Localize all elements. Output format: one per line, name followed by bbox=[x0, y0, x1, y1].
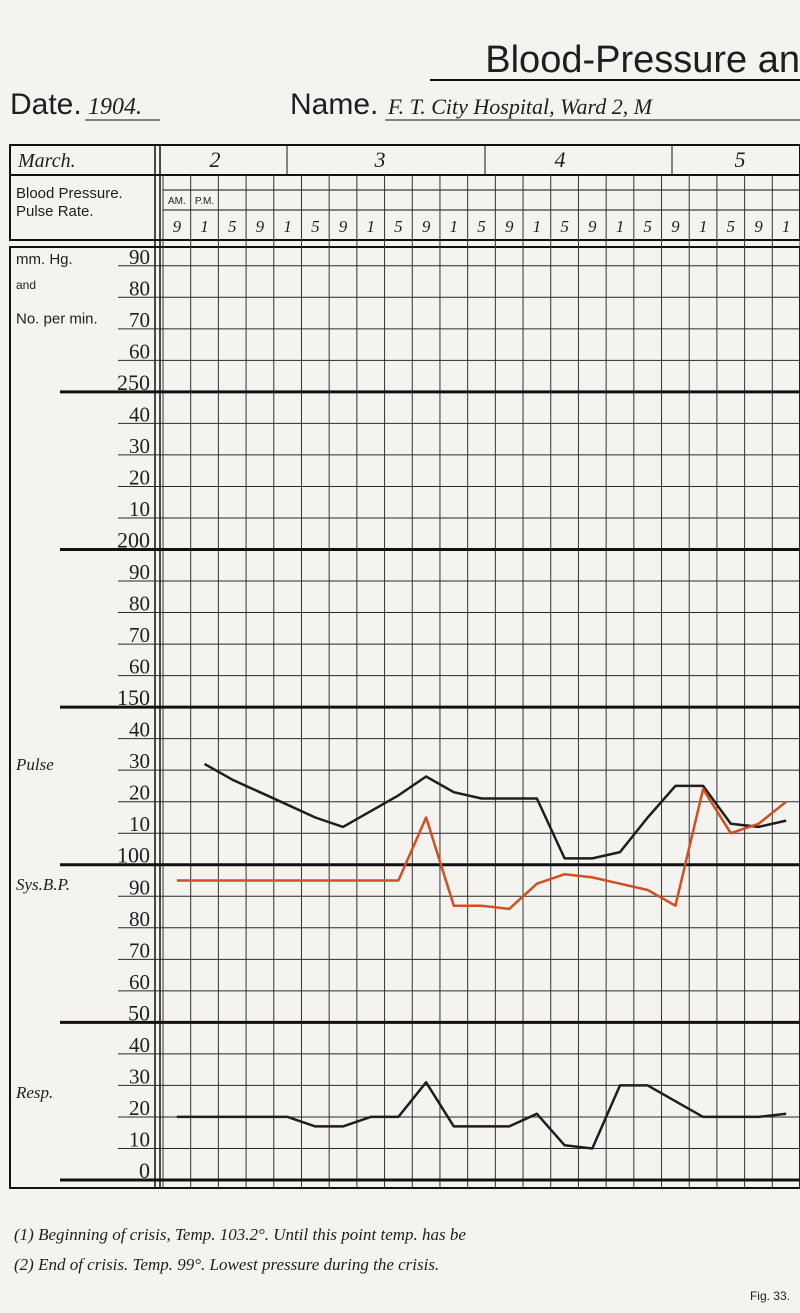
grid-frame bbox=[9, 246, 800, 1189]
y-tick-label: 100 bbox=[117, 843, 150, 868]
day-label: 2 bbox=[210, 147, 221, 172]
date: 1904. bbox=[88, 94, 142, 120]
series-label: Sys.B.P. bbox=[16, 875, 70, 894]
y-tick-label: 20 bbox=[129, 1096, 150, 1120]
series-label: Pulse bbox=[15, 755, 54, 774]
y-tick-label: 0 bbox=[139, 1158, 150, 1183]
y-tick-label: 150 bbox=[117, 685, 150, 710]
footnote: (2) End of crisis. Temp. 99°. Lowest pre… bbox=[14, 1255, 439, 1274]
axis-label: mm. Hg. bbox=[16, 251, 73, 268]
x-tick-label: 1 bbox=[366, 217, 375, 236]
x-tick-label: 9 bbox=[422, 217, 431, 236]
y-tick-label: 70 bbox=[129, 938, 150, 962]
x-tick-label: 5 bbox=[311, 217, 320, 236]
x-tick-label: 1 bbox=[200, 217, 209, 236]
row-label: Blood Pressure. bbox=[16, 185, 123, 202]
am-label: AM. bbox=[168, 196, 186, 207]
y-tick-label: 60 bbox=[129, 655, 150, 679]
y-tick-label: 30 bbox=[129, 434, 150, 458]
x-tick-label: 9 bbox=[671, 217, 680, 236]
y-tick-label: 70 bbox=[129, 623, 150, 647]
y-tick-label: 50 bbox=[128, 1000, 150, 1025]
x-tick-label: 9 bbox=[754, 217, 763, 236]
x-tick-label: 1 bbox=[782, 217, 791, 236]
figure-label: Fig. 33. bbox=[750, 1289, 790, 1303]
y-tick-label: 80 bbox=[129, 276, 150, 300]
x-tick-label: 5 bbox=[477, 217, 486, 236]
y-tick-label: 20 bbox=[129, 465, 150, 489]
y-tick-label: 200 bbox=[117, 527, 150, 552]
x-tick-label: 1 bbox=[533, 217, 542, 236]
chart-title: Blood-Pressure an bbox=[485, 39, 800, 81]
y-tick-label: 250 bbox=[117, 370, 150, 395]
y-tick-label: 70 bbox=[129, 308, 150, 332]
x-tick-label: 9 bbox=[173, 217, 182, 236]
x-tick-label: 9 bbox=[588, 217, 597, 236]
y-tick-label: 40 bbox=[129, 1033, 150, 1057]
x-tick-label: 9 bbox=[505, 217, 514, 236]
y-tick-label: 10 bbox=[129, 1127, 150, 1151]
y-tick-label: 10 bbox=[129, 497, 150, 521]
series-line bbox=[203, 762, 787, 860]
y-tick-label: 10 bbox=[129, 812, 150, 836]
y-tick-label: 40 bbox=[129, 402, 150, 426]
x-tick-label: 5 bbox=[643, 217, 652, 236]
x-tick-label: 5 bbox=[727, 217, 736, 236]
x-tick-label: 5 bbox=[560, 217, 569, 236]
x-tick-label: 9 bbox=[339, 217, 348, 236]
series-label: Resp. bbox=[15, 1083, 53, 1102]
y-tick-label: 60 bbox=[129, 339, 150, 363]
x-tick-label: 1 bbox=[450, 217, 459, 236]
name-label: Name. bbox=[290, 88, 378, 121]
y-tick-label: 60 bbox=[129, 970, 150, 994]
y-tick-label: 90 bbox=[129, 245, 150, 269]
y-tick-label: 90 bbox=[129, 560, 150, 584]
row-label: Pulse Rate. bbox=[16, 203, 94, 220]
y-tick-label: 30 bbox=[129, 749, 150, 773]
y-tick-label: 80 bbox=[129, 592, 150, 616]
y-tick-label: 30 bbox=[129, 1064, 150, 1088]
y-tick-label: 20 bbox=[129, 781, 150, 805]
y-tick-label: 80 bbox=[129, 907, 150, 931]
day-label: 4 bbox=[555, 147, 566, 172]
y-tick-label: 40 bbox=[129, 718, 150, 742]
day-label: 3 bbox=[374, 147, 386, 172]
axis-label: and bbox=[16, 278, 36, 292]
date-label: Date. bbox=[10, 88, 82, 121]
x-tick-label: 9 bbox=[256, 217, 265, 236]
x-tick-label: 5 bbox=[228, 217, 237, 236]
x-tick-label: 5 bbox=[394, 217, 403, 236]
series-line bbox=[176, 787, 787, 911]
name: F. T. City Hospital, Ward 2, M bbox=[387, 94, 654, 119]
x-tick-label: 1 bbox=[283, 217, 292, 236]
footnote: (1) Beginning of crisis, Temp. 103.2°. U… bbox=[14, 1225, 466, 1244]
pm-label: P.M. bbox=[195, 196, 214, 207]
x-tick-label: 1 bbox=[616, 217, 625, 236]
month-label: March. bbox=[17, 150, 76, 172]
header-frame bbox=[9, 144, 800, 241]
y-tick-label: 90 bbox=[129, 875, 150, 899]
axis-label: No. per min. bbox=[16, 311, 98, 328]
series-line bbox=[176, 1081, 787, 1150]
x-tick-label: 1 bbox=[699, 217, 708, 236]
day-label: 5 bbox=[735, 147, 746, 172]
